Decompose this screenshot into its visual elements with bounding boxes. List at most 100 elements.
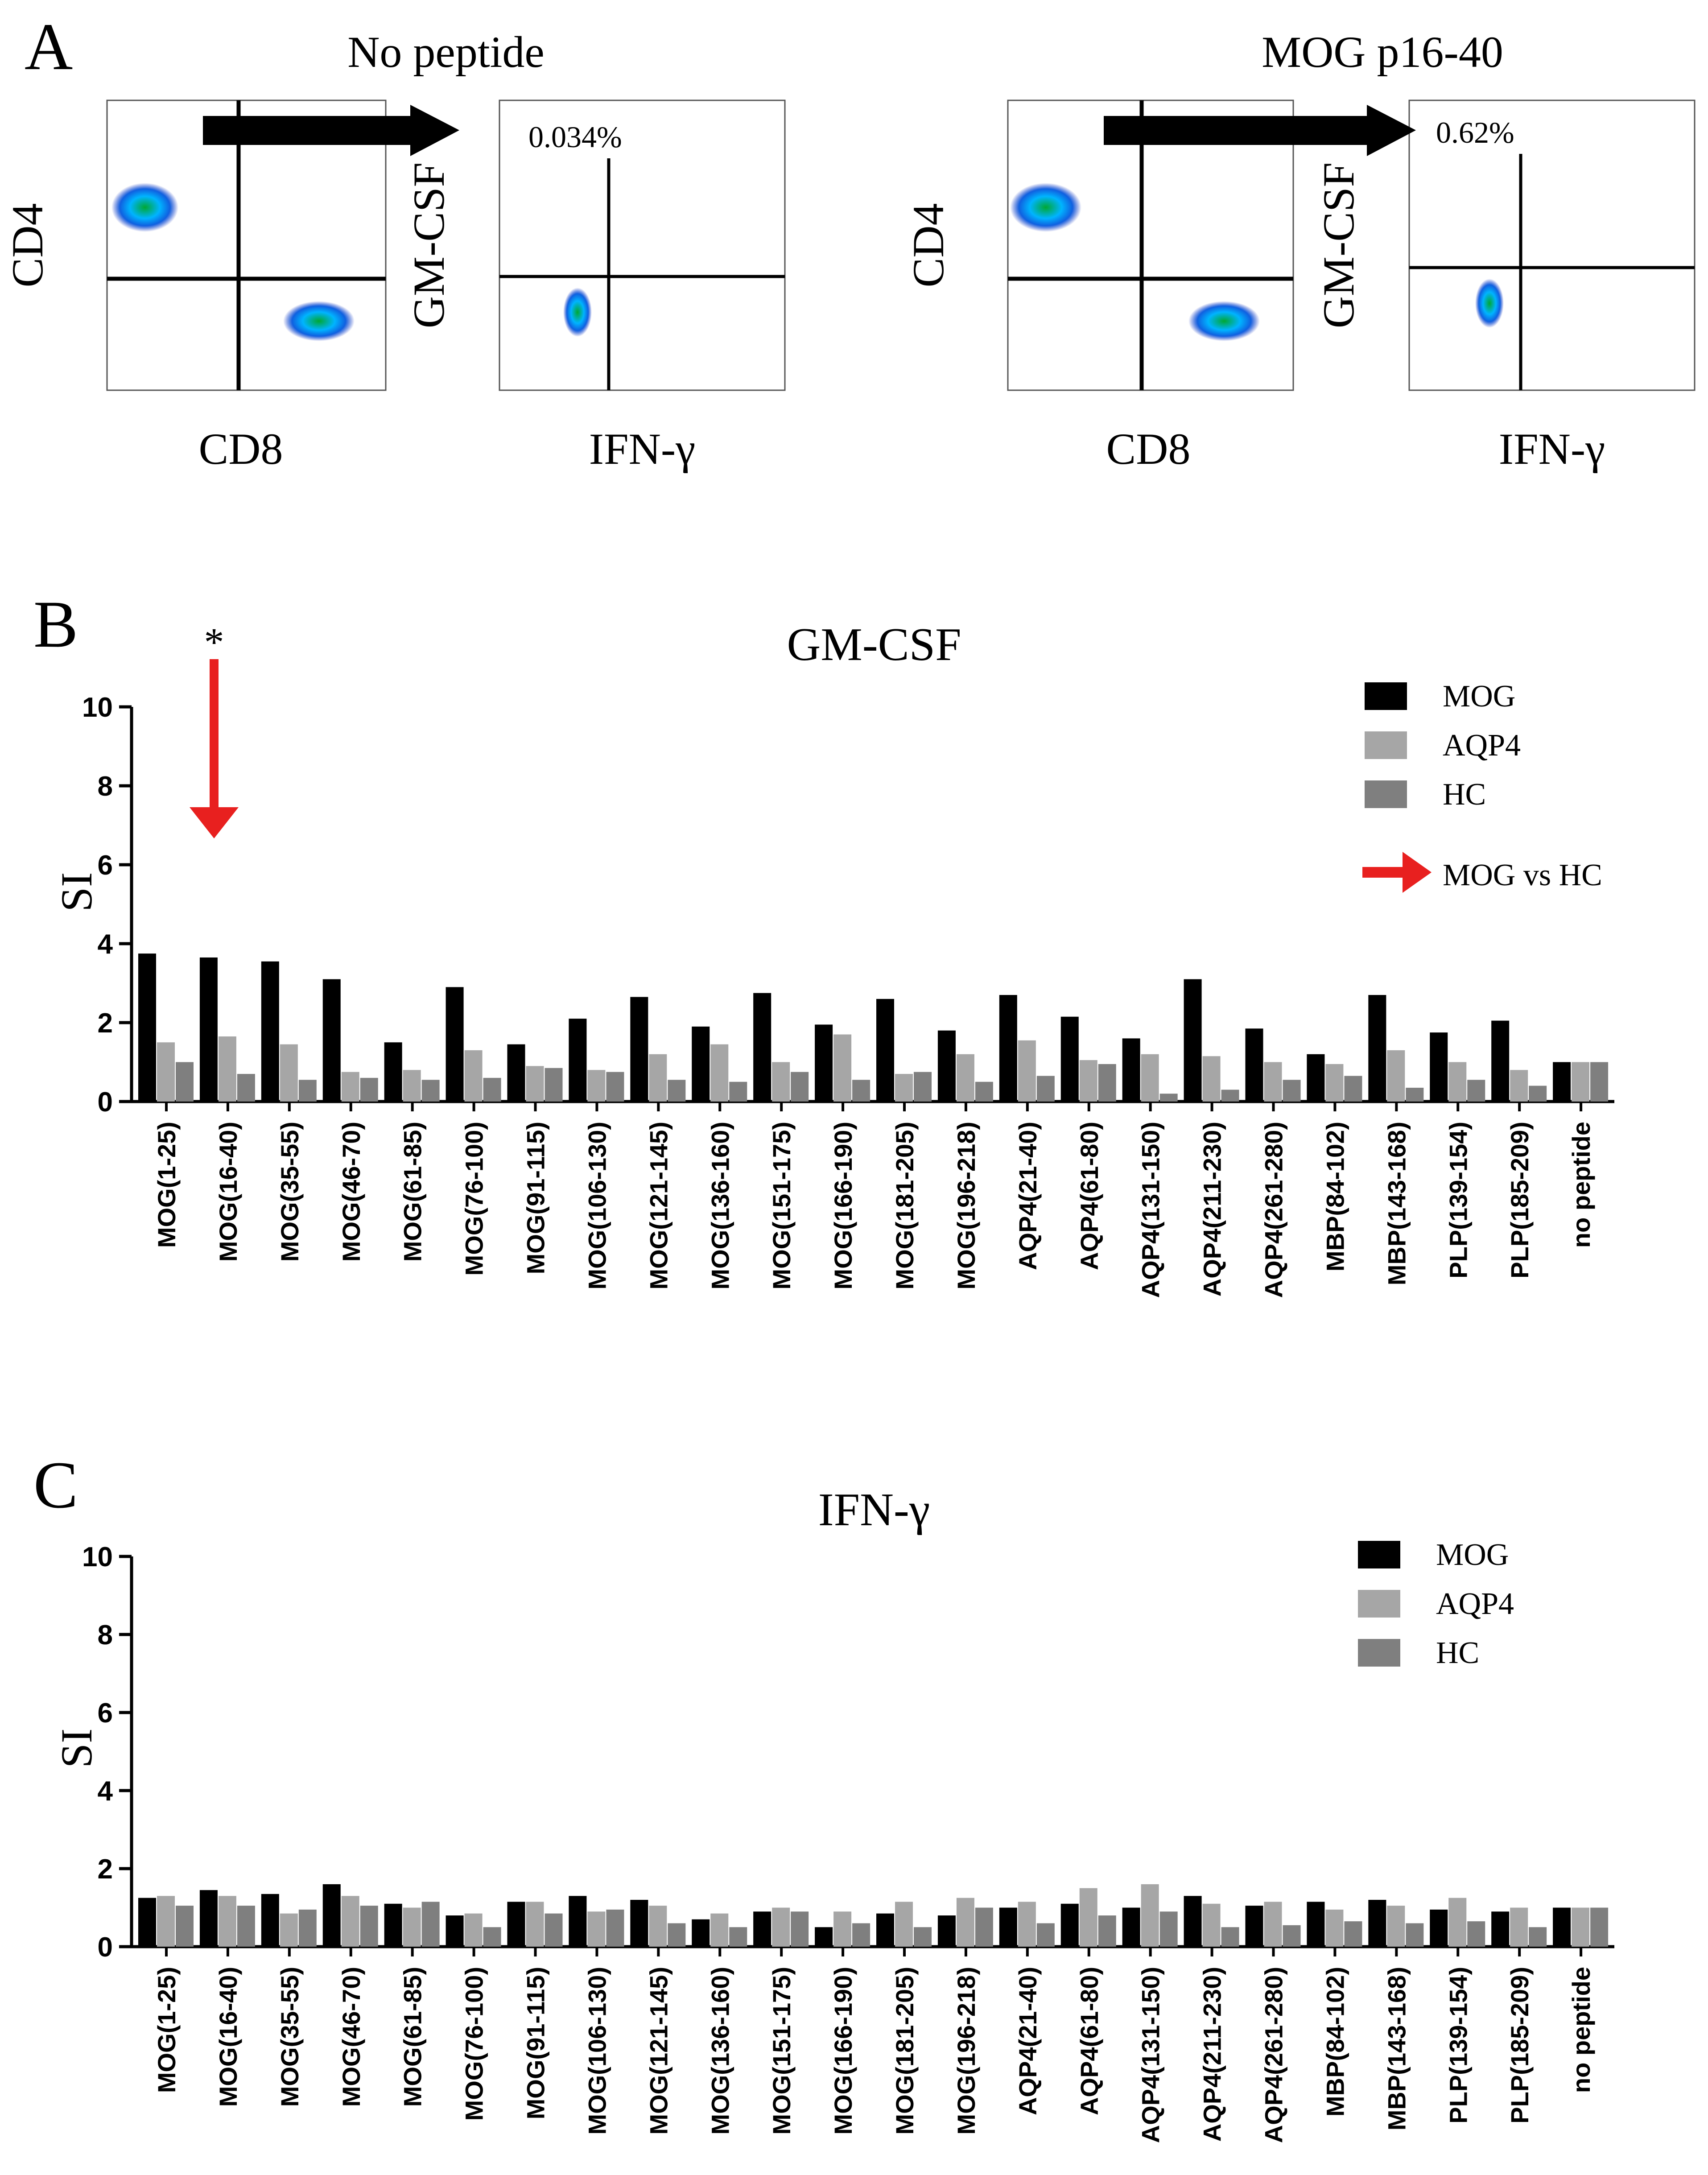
panel-label-a: A: [25, 10, 73, 84]
x-tick-label: MBP(143-168): [1382, 1967, 1411, 2130]
bar-hc: [1406, 1088, 1424, 1102]
bar-hc: [1590, 1907, 1609, 1947]
bar-hc: [1036, 1076, 1055, 1102]
chart-gmcsf: GM-CSF SI 0 2 4 6 8 10 MOG(1-25) MOG(16-40) MOG(35…: [52, 618, 1614, 1298]
bar-hc: [852, 1923, 871, 1947]
bar-aqp4: [403, 1907, 421, 1947]
bar-aqp4: [1264, 1062, 1282, 1102]
bar-aqp4: [464, 1050, 483, 1102]
x-tick-label: MOG(46-70): [337, 1967, 365, 2107]
bar-hc: [1467, 1921, 1485, 1947]
x-tick-label: MOG(151-175): [767, 1122, 796, 1290]
bar-aqp4: [1141, 1884, 1159, 1947]
bar-aqp4: [1202, 1903, 1221, 1947]
bar-aqp4: [710, 1913, 729, 1947]
x-tick-label: AQP4(61-80): [1075, 1122, 1103, 1270]
panel-label-b: B: [33, 587, 78, 661]
bar-aqp4: [587, 1911, 606, 1947]
bar-mog: [692, 1919, 710, 1947]
x-tick-label: MBP(84-102): [1321, 1967, 1349, 2117]
bar-hc: [1590, 1062, 1609, 1102]
bar-aqp4: [1018, 1040, 1036, 1102]
bar-aqp4: [587, 1070, 606, 1102]
x-tick-label: MOG(136-160): [706, 1122, 734, 1290]
flow-left-title: No peptide: [347, 27, 545, 77]
ylabel-cd4-right: CD4: [904, 203, 953, 288]
bar-aqp4: [526, 1066, 544, 1102]
x-tick-label: MOG(1-25): [153, 1122, 181, 1248]
bar-hc: [298, 1080, 317, 1102]
x-tick-label: no peptide: [1567, 1122, 1595, 1248]
bar-hc: [1344, 1076, 1362, 1102]
bar-aqp4: [1325, 1064, 1344, 1102]
bar-mog: [815, 1024, 833, 1102]
legend-label-hc: HC: [1436, 1636, 1479, 1670]
bar-hc: [975, 1907, 993, 1947]
x-tick-label: MOG(151-175): [767, 1967, 796, 2135]
x-tick-label: AQP4(211-230): [1198, 1967, 1226, 2142]
chart-title: IFN-γ: [818, 1483, 930, 1535]
bar-hc: [606, 1909, 624, 1947]
bar-mog: [507, 1902, 525, 1947]
bar-hc: [421, 1902, 440, 1947]
y-tick-label: 6: [98, 1698, 113, 1729]
bar-aqp4: [1079, 1888, 1097, 1947]
bar-aqp4: [157, 1042, 175, 1102]
y-tick-label: 2: [98, 1008, 113, 1039]
bar-mog: [1491, 1020, 1510, 1102]
bar-aqp4: [1510, 1907, 1528, 1947]
bar-mog: [1368, 1900, 1386, 1947]
double-negative-population: [563, 288, 592, 337]
bar-aqp4: [710, 1044, 729, 1102]
bar-hc: [606, 1072, 624, 1102]
bar-mog: [446, 1915, 464, 1947]
bar-mog: [999, 1907, 1017, 1947]
bar-hc: [1098, 1064, 1116, 1102]
bar-mog: [138, 1898, 156, 1947]
bar-aqp4: [464, 1913, 483, 1947]
x-tick-label: PLP(139-154): [1444, 1122, 1472, 1279]
ylabel-gmcsf-right: GM-CSF: [1314, 162, 1363, 328]
bar-aqp4: [956, 1054, 974, 1102]
bar-aqp4: [1141, 1054, 1159, 1102]
y-tick-label: 2: [98, 1854, 113, 1885]
y-tick-label: 10: [82, 692, 113, 723]
bar-hc: [791, 1072, 809, 1102]
bar-aqp4: [1387, 1906, 1405, 1947]
legend-arrow-item: MOG vs HC: [1362, 852, 1602, 893]
x-tick-label: MOG(16-40): [214, 1967, 242, 2107]
bar-mog: [753, 1911, 771, 1947]
bar-mog: [1184, 1896, 1202, 1947]
flow-right-title: MOG p16-40: [1262, 27, 1503, 77]
bar-aqp4: [341, 1896, 359, 1947]
xlabel-ifng-left: IFN-γ: [589, 424, 696, 474]
bar-aqp4: [280, 1913, 298, 1947]
bar-aqp4: [1202, 1056, 1221, 1102]
bar-aqp4: [1510, 1070, 1528, 1102]
legend-arrow-label: MOG vs HC: [1443, 858, 1602, 892]
y-tick-label: 0: [98, 1932, 113, 1963]
x-tick-label: MOG(121-145): [644, 1967, 672, 2135]
bar-aqp4: [1018, 1902, 1036, 1947]
bar-mog: [1553, 1062, 1571, 1102]
bar-hc: [421, 1080, 440, 1102]
x-tick-label: MOG(166-190): [829, 1122, 857, 1290]
bar-hc: [1159, 1911, 1178, 1947]
bar-hc: [176, 1062, 194, 1102]
bar-hc: [545, 1068, 563, 1102]
bar-aqp4: [218, 1036, 236, 1102]
flow-arrow-right: [1104, 105, 1416, 156]
bar-aqp4: [218, 1896, 236, 1947]
xlabel-cd8-left: CD8: [199, 424, 283, 474]
bar-hc: [1406, 1923, 1424, 1947]
bar-hc: [1344, 1921, 1362, 1947]
bar-hc: [729, 1081, 747, 1102]
x-tick-label: AQP4(131-150): [1137, 1967, 1165, 2143]
y-tick-label: 4: [98, 1776, 113, 1807]
bar-aqp4: [1572, 1907, 1590, 1947]
y-tick-label: 6: [98, 850, 113, 881]
bar-aqp4: [1448, 1898, 1467, 1947]
legend-label-mog: MOG: [1436, 1538, 1509, 1572]
percent-right: 0.62%: [1436, 116, 1514, 149]
